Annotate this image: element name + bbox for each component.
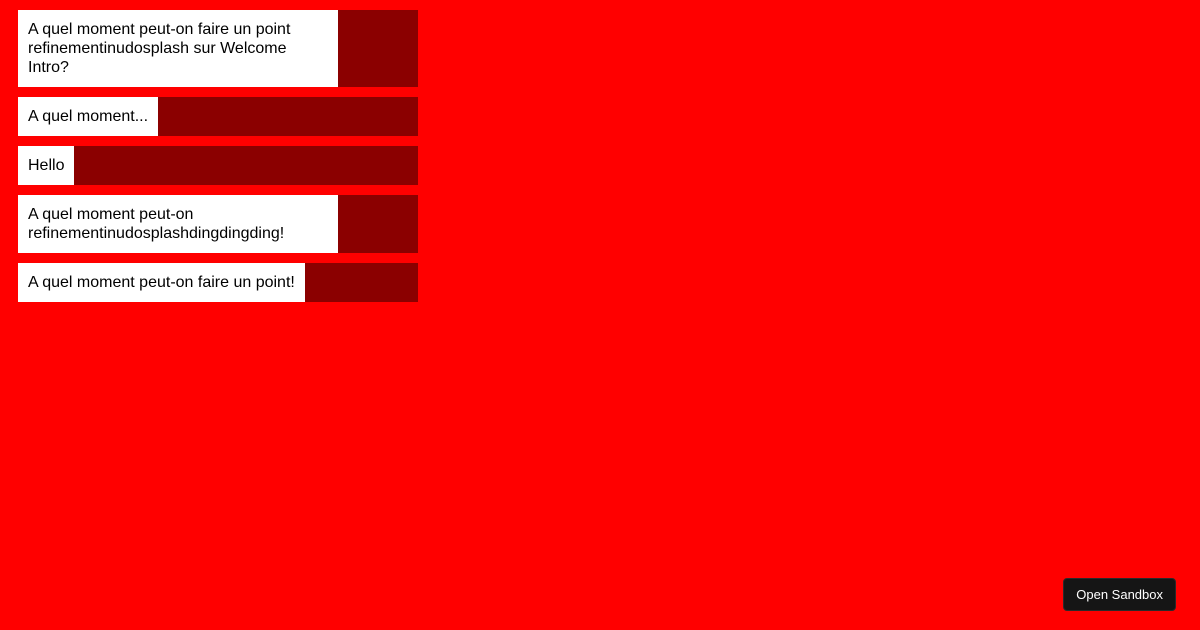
message-row: A quel moment... <box>18 97 418 136</box>
message-bubble: A quel moment... <box>18 97 159 136</box>
message-row: A quel moment peut-on refinementinudospl… <box>18 195 418 253</box>
message-row: A quel moment peut-on faire un point! <box>18 263 418 302</box>
message-row: A quel moment peut-on faire un point ref… <box>18 10 418 87</box>
message-row: Hello <box>18 146 418 185</box>
message-bubble: A quel moment peut-on faire un point! <box>18 263 305 302</box>
message-bubble: Hello <box>18 146 75 185</box>
message-bubble: A quel moment peut-on refinementinudospl… <box>18 195 338 253</box>
message-list: A quel moment peut-on faire un point ref… <box>18 10 418 312</box>
open-sandbox-button[interactable]: Open Sandbox <box>1063 578 1176 611</box>
message-bubble: A quel moment peut-on faire un point ref… <box>18 10 338 87</box>
